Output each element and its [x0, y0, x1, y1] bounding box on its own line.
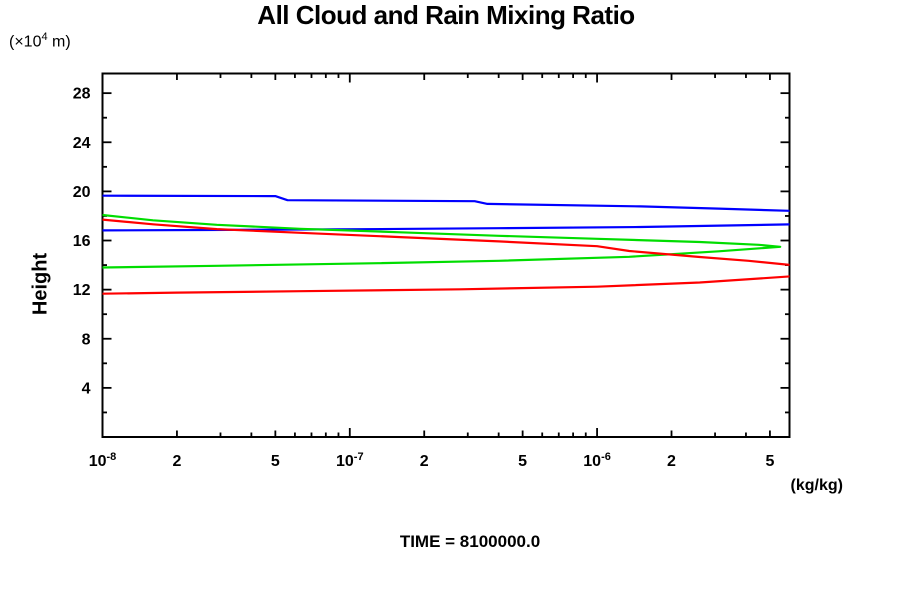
- y-tick-label: 20: [73, 184, 91, 201]
- y-unit-exponent: 4: [41, 31, 48, 43]
- series-red-profile-line: [102, 218, 790, 295]
- x-tick-label: 10-8: [89, 451, 117, 470]
- series-blue-profile-line: [102, 194, 790, 232]
- y-unit-suffix: m): [47, 33, 71, 51]
- series-green-profile-line: [102, 213, 782, 269]
- y-tick-label: 8: [82, 331, 91, 348]
- time-label: TIME = 8100000.0: [399, 532, 541, 551]
- y-unit-prefix: (×10: [9, 33, 42, 51]
- x-tick-label: 2: [420, 453, 429, 470]
- y-tick-label: 12: [73, 282, 91, 299]
- y-tick-label: 28: [73, 86, 91, 103]
- x-tick-label: 5: [765, 453, 774, 470]
- axis-box: [101, 72, 791, 438]
- x-tick-label: 10-6: [583, 451, 611, 470]
- x-axis-unit-label: (kg/kg): [790, 477, 843, 494]
- x-tick-label: 2: [172, 453, 181, 470]
- chart-title: All Cloud and Rain Mixing Ratio: [257, 0, 635, 30]
- y-axis-unit-label: (×104 m): [9, 31, 71, 51]
- y-tick-label: 4: [82, 380, 91, 397]
- x-tick-label: 2: [667, 453, 676, 470]
- x-tick-label: 5: [518, 453, 527, 470]
- y-tick-label: 24: [73, 135, 91, 152]
- x-tick-label: 10-7: [336, 451, 364, 470]
- x-tick-label: 5: [271, 453, 280, 470]
- y-tick-label: 16: [73, 233, 91, 250]
